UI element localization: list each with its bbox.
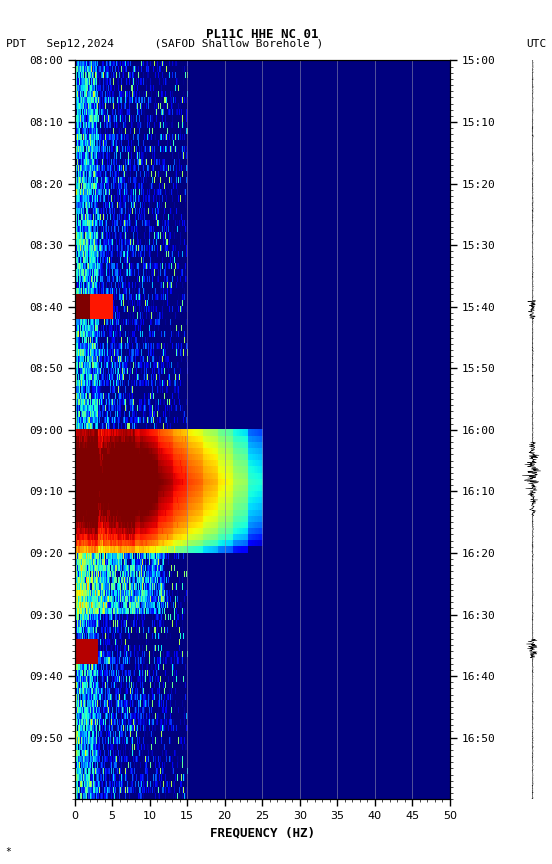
X-axis label: FREQUENCY (HZ): FREQUENCY (HZ) — [210, 827, 315, 840]
Text: UTC: UTC — [526, 39, 546, 49]
Text: PDT   Sep12,2024      (SAFOD Shallow Borehole ): PDT Sep12,2024 (SAFOD Shallow Borehole ) — [6, 39, 323, 49]
Text: PL11C HHE NC 01: PL11C HHE NC 01 — [206, 28, 319, 41]
Text: *: * — [6, 848, 12, 857]
